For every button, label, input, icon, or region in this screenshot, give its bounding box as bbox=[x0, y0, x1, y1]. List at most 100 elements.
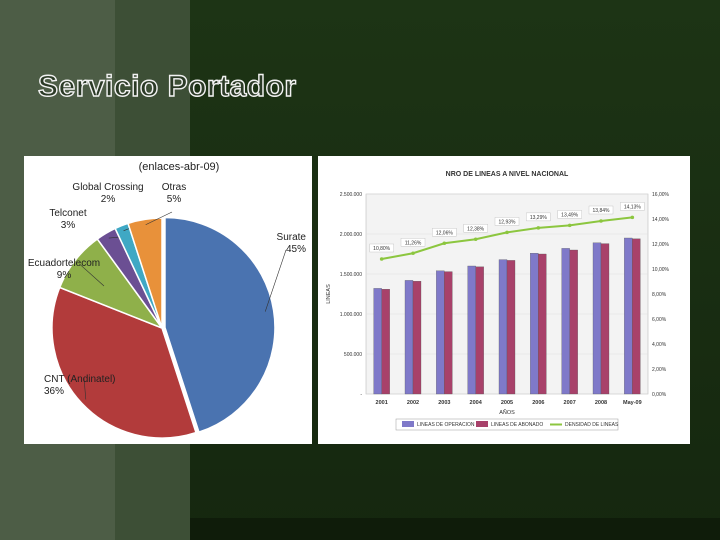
pie-leader-line-2 bbox=[79, 263, 105, 287]
bar-1-3 bbox=[475, 266, 484, 395]
density-label-box-5 bbox=[526, 212, 551, 222]
density-label-1: 11,26% bbox=[405, 240, 422, 246]
y2-tick-label: 6,00% bbox=[652, 317, 667, 323]
density-label-5: 13,29% bbox=[530, 215, 548, 221]
bar-0-7 bbox=[592, 242, 602, 395]
bar-0-3 bbox=[467, 265, 476, 395]
y-tick-label: 500.000 bbox=[344, 352, 362, 358]
bar-0-5 bbox=[530, 253, 539, 395]
x-tick-label: 2005 bbox=[501, 400, 513, 406]
density-point-8 bbox=[630, 215, 635, 220]
x-tick-label: 2004 bbox=[470, 400, 483, 406]
y2-tick-label: 12,00% bbox=[652, 242, 670, 248]
density-label-7: 13,84% bbox=[593, 208, 611, 214]
pie-slice-value-1: 36% bbox=[44, 386, 64, 397]
density-label-4: 12,93% bbox=[499, 219, 517, 225]
x-tick-label: 2003 bbox=[438, 400, 450, 406]
density-label-box-1 bbox=[400, 238, 426, 247]
y2-tick-label: 4,00% bbox=[652, 342, 667, 348]
bar-0-8 bbox=[624, 237, 633, 395]
pie-slice-label-3: Telconet bbox=[49, 208, 86, 219]
density-label-box-4 bbox=[494, 217, 520, 226]
bar-1-1 bbox=[412, 281, 422, 395]
background-bottom-strip bbox=[190, 518, 720, 540]
bar-0-4 bbox=[498, 259, 508, 395]
x-tick-label: 2002 bbox=[407, 400, 419, 406]
bar-1-8 bbox=[632, 238, 641, 395]
density-point-3 bbox=[473, 237, 478, 242]
legend-box bbox=[395, 418, 619, 431]
bar-0-1 bbox=[404, 280, 414, 395]
bar-1-7 bbox=[600, 243, 610, 395]
density-label-0: 10,80% bbox=[373, 246, 391, 252]
legend-swatch-1 bbox=[476, 421, 488, 427]
y2-tick-label: 16,00% bbox=[652, 192, 670, 198]
pie-chart-panel: (enlaces-abr-09) Surate 45% CNT (Andinatel)… bbox=[24, 156, 312, 444]
bar-chart-title: NRO DE LINEAS A NIVEL NACIONAL bbox=[446, 171, 569, 178]
density-label-box-6 bbox=[557, 210, 582, 219]
bar-0-6 bbox=[561, 248, 570, 395]
y2-tick-label: 10,00% bbox=[652, 267, 670, 273]
pie-slice-label-0: Surate bbox=[277, 232, 307, 243]
x-tick-label: May-09 bbox=[623, 400, 642, 406]
bar-0-0 bbox=[373, 288, 382, 395]
y-tick-label: - bbox=[360, 392, 362, 398]
bar-1-4 bbox=[506, 260, 516, 395]
density-label-2: 12,06% bbox=[436, 230, 454, 236]
density-label-3: 12,38% bbox=[467, 226, 485, 232]
pie-slice-value-4: 2% bbox=[101, 194, 116, 205]
density-point-1 bbox=[411, 251, 415, 256]
bar-chart-panel: NRO DE LINEAS A NIVEL NACIONAL - 500.000 1.… bbox=[318, 156, 690, 444]
x-tick-label: 2001 bbox=[376, 400, 388, 406]
x-tick-label: 2006 bbox=[532, 400, 544, 406]
bar-0-2 bbox=[436, 270, 445, 395]
y-tick-label: 1.000.000 bbox=[340, 312, 362, 318]
legend-label-0: LINEAS DE OPERACION bbox=[417, 422, 475, 428]
pie-slice-label-2: Ecuadortelecom bbox=[28, 258, 100, 269]
y2-tick-label: 8,00% bbox=[652, 292, 667, 298]
pie-slice-1 bbox=[51, 286, 197, 439]
y2-tick-label: 2,00% bbox=[652, 367, 667, 373]
pie-slice-value-0: 45% bbox=[286, 244, 306, 255]
density-label-box-2 bbox=[432, 228, 457, 237]
y-tick-label: 2.500.000 bbox=[340, 192, 362, 198]
density-point-6 bbox=[567, 223, 572, 228]
bar-1-5 bbox=[538, 253, 547, 395]
bar-chart: NRO DE LINEAS A NIVEL NACIONAL - 500.000 1.… bbox=[326, 171, 670, 431]
x-axis-label: AÑOS bbox=[499, 409, 515, 416]
density-label-6: 13,49% bbox=[561, 212, 579, 218]
pie-slice-value-2: 9% bbox=[57, 270, 72, 281]
pie-title: (enlaces-abr-09) bbox=[139, 161, 220, 173]
pie-slice-0 bbox=[164, 216, 276, 434]
y-tick-label: 2.000.000 bbox=[340, 232, 362, 238]
pie-slice-label-5: Otras bbox=[162, 182, 186, 193]
bar-1-2 bbox=[444, 271, 453, 395]
pie-slice-value-5: 5% bbox=[167, 194, 182, 205]
x-tick-label: 2008 bbox=[595, 400, 607, 406]
legend-label-2: DENSIDAD DE LINEAS bbox=[565, 422, 619, 428]
pie-leader-line-5 bbox=[145, 211, 173, 226]
legend-swatch-0 bbox=[402, 421, 414, 427]
density-point-4 bbox=[505, 230, 509, 235]
y-tick-label: 1.500.000 bbox=[340, 272, 362, 278]
density-label-box-3 bbox=[463, 224, 488, 233]
density-point-5 bbox=[536, 226, 541, 230]
density-label-box-7 bbox=[588, 205, 614, 215]
y2-tick-label: 0,00% bbox=[652, 392, 667, 398]
pie-leader-line-0 bbox=[264, 249, 287, 312]
density-label-box-0 bbox=[369, 243, 394, 253]
y2-tick-label: 14,00% bbox=[652, 217, 670, 223]
pie-slice-value-3: 3% bbox=[61, 220, 76, 231]
density-point-2 bbox=[442, 241, 447, 246]
bar-1-0 bbox=[381, 289, 390, 395]
density-point-0 bbox=[379, 257, 384, 261]
y-axis-label: LINEAS bbox=[326, 284, 332, 304]
bar-1-6 bbox=[569, 249, 578, 395]
pie-slice-label-4: Global Crossing bbox=[72, 182, 143, 193]
density-point-7 bbox=[599, 219, 603, 223]
pie-slice-5 bbox=[127, 217, 163, 329]
pie-slice-label-1: CNT (Andinatel) bbox=[44, 374, 116, 385]
x-tick-label: 2007 bbox=[564, 400, 576, 406]
density-label-8: 14,13% bbox=[624, 204, 642, 210]
